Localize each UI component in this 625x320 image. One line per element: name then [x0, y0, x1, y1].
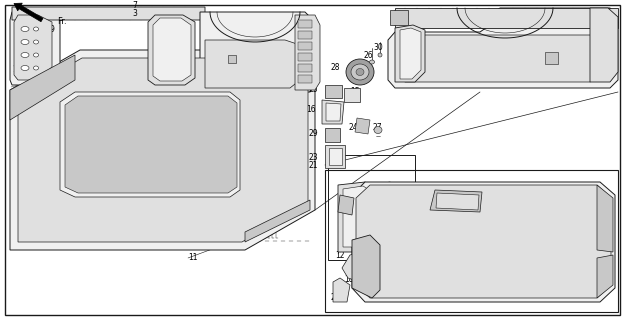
Text: 25: 25 — [308, 85, 318, 94]
Polygon shape — [430, 190, 482, 212]
Text: 23: 23 — [308, 153, 318, 162]
Polygon shape — [344, 88, 360, 102]
Polygon shape — [352, 235, 380, 298]
Polygon shape — [395, 8, 618, 28]
Polygon shape — [329, 148, 342, 165]
Text: 6: 6 — [610, 55, 615, 65]
Polygon shape — [298, 42, 312, 50]
Text: 1: 1 — [508, 20, 512, 29]
Polygon shape — [338, 182, 378, 252]
Text: 10: 10 — [12, 66, 22, 75]
Polygon shape — [10, 12, 60, 85]
Text: 13: 13 — [363, 245, 372, 254]
Ellipse shape — [369, 60, 374, 64]
Polygon shape — [65, 96, 237, 193]
Polygon shape — [18, 58, 308, 242]
Ellipse shape — [34, 53, 39, 57]
Text: 18: 18 — [344, 276, 354, 284]
Ellipse shape — [34, 40, 39, 44]
Polygon shape — [545, 52, 558, 64]
Polygon shape — [10, 50, 315, 250]
Polygon shape — [597, 255, 613, 298]
Ellipse shape — [34, 66, 39, 70]
Ellipse shape — [346, 59, 374, 85]
Ellipse shape — [356, 68, 364, 76]
Polygon shape — [352, 182, 615, 302]
Polygon shape — [398, 35, 600, 82]
Ellipse shape — [34, 27, 39, 31]
Text: 7: 7 — [132, 2, 138, 11]
Text: 17: 17 — [565, 230, 574, 239]
Text: 5: 5 — [508, 12, 512, 21]
Text: 2: 2 — [610, 63, 615, 73]
Text: 11: 11 — [188, 253, 198, 262]
Polygon shape — [390, 10, 408, 25]
Polygon shape — [355, 118, 370, 134]
Polygon shape — [200, 12, 315, 92]
Text: 14: 14 — [363, 237, 372, 246]
Polygon shape — [388, 8, 618, 88]
Polygon shape — [298, 53, 312, 61]
Polygon shape — [298, 31, 312, 39]
Polygon shape — [325, 85, 342, 98]
Polygon shape — [590, 8, 618, 82]
Ellipse shape — [378, 53, 382, 57]
Polygon shape — [228, 55, 236, 63]
Polygon shape — [356, 185, 611, 298]
Ellipse shape — [21, 66, 29, 70]
Text: 3: 3 — [132, 9, 138, 18]
Polygon shape — [343, 186, 374, 247]
Polygon shape — [205, 40, 300, 88]
Text: 21: 21 — [309, 161, 318, 170]
FancyArrow shape — [14, 3, 43, 22]
Text: 20: 20 — [330, 293, 340, 302]
Text: 27: 27 — [372, 124, 382, 132]
Polygon shape — [298, 64, 312, 72]
Polygon shape — [295, 15, 320, 90]
Polygon shape — [153, 18, 191, 81]
Text: 29: 29 — [308, 130, 318, 139]
Polygon shape — [325, 128, 340, 142]
Text: 12: 12 — [335, 251, 345, 260]
Polygon shape — [148, 15, 195, 85]
Polygon shape — [12, 7, 205, 20]
Polygon shape — [322, 100, 344, 124]
Text: 26: 26 — [363, 51, 372, 60]
Polygon shape — [14, 15, 52, 80]
Text: 9: 9 — [50, 26, 55, 35]
Text: 16: 16 — [306, 106, 316, 115]
Polygon shape — [342, 252, 368, 282]
Ellipse shape — [21, 39, 29, 44]
Polygon shape — [298, 75, 312, 83]
Polygon shape — [436, 193, 479, 210]
Polygon shape — [372, 182, 400, 230]
Text: 24: 24 — [348, 124, 358, 132]
Text: Fr.: Fr. — [57, 18, 67, 27]
Polygon shape — [60, 92, 240, 197]
Ellipse shape — [351, 64, 369, 80]
Text: 30: 30 — [373, 44, 383, 52]
Polygon shape — [395, 25, 425, 82]
Polygon shape — [597, 185, 613, 252]
Text: 28: 28 — [331, 63, 340, 73]
Polygon shape — [333, 278, 350, 302]
Text: 8: 8 — [294, 60, 299, 68]
Polygon shape — [10, 55, 75, 120]
Polygon shape — [298, 20, 312, 28]
Ellipse shape — [21, 27, 29, 31]
Polygon shape — [245, 200, 310, 242]
Text: 22: 22 — [450, 189, 460, 198]
Polygon shape — [338, 195, 354, 215]
Polygon shape — [325, 145, 345, 168]
Text: 15: 15 — [350, 87, 360, 97]
Polygon shape — [400, 28, 421, 79]
Ellipse shape — [21, 52, 29, 58]
Polygon shape — [326, 103, 341, 121]
Ellipse shape — [374, 126, 382, 133]
Text: 19: 19 — [338, 197, 347, 206]
Text: 4: 4 — [294, 68, 299, 76]
